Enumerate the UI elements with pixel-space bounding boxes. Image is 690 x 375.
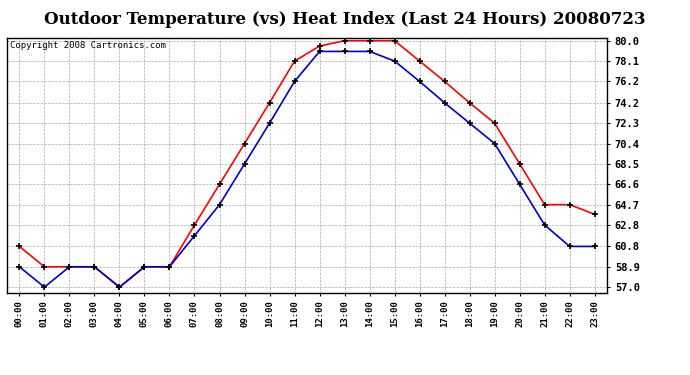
- Text: Copyright 2008 Cartronics.com: Copyright 2008 Cartronics.com: [10, 41, 166, 50]
- Text: Outdoor Temperature (vs) Heat Index (Last 24 Hours) 20080723: Outdoor Temperature (vs) Heat Index (Las…: [44, 11, 646, 28]
